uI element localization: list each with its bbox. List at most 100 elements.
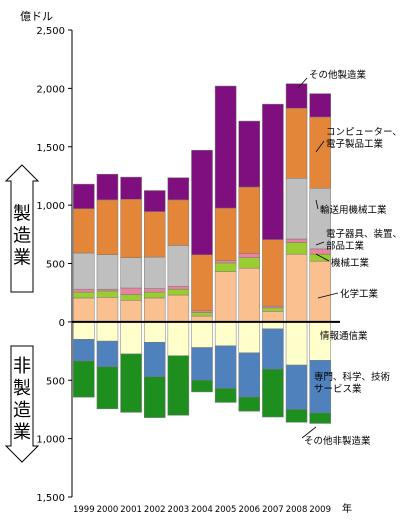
bar-segment — [262, 311, 284, 323]
bar-segment — [120, 176, 142, 200]
annotation-leader — [315, 253, 330, 262]
bar-segment — [120, 321, 142, 355]
bar-segment — [73, 339, 95, 362]
x-tick-label: 1999 — [73, 505, 95, 515]
bar-segment — [167, 286, 190, 290]
bar-segment — [143, 342, 166, 377]
x-tick-label: 2004 — [191, 505, 213, 515]
bar-segment — [167, 199, 190, 246]
x-tick-label: 2002 — [144, 505, 166, 515]
bar-segment — [262, 328, 284, 370]
x-tick-label: 2009 — [309, 505, 331, 515]
x-unit-label: 年 — [342, 502, 352, 515]
bar-segment — [214, 345, 237, 389]
bar-segment — [214, 321, 237, 347]
y-tick-label: 1,500 — [36, 143, 65, 154]
bar-segment — [262, 239, 284, 307]
bar-segment — [238, 257, 261, 269]
bar-segment — [191, 380, 213, 393]
bar-segment — [309, 412, 331, 424]
bar-segment — [285, 178, 308, 240]
bar-segment — [285, 409, 308, 423]
bar-segment — [238, 352, 261, 398]
bar-segment — [120, 287, 142, 295]
series-annotation: 輸送用機械工業 — [320, 204, 387, 216]
bar-segment — [262, 307, 284, 312]
bar-segment — [120, 294, 142, 301]
non-manufacturing-label-char: 業 — [13, 422, 31, 443]
bar-segment — [309, 93, 331, 118]
bar-segment — [143, 288, 166, 293]
annotation-leader — [301, 426, 317, 439]
bar-segment — [73, 208, 95, 254]
bar-segment — [73, 252, 95, 290]
bar-segment — [285, 242, 308, 255]
y-tick-label: 1,000 — [36, 435, 65, 446]
bar-segment — [96, 254, 119, 290]
non-manufacturing-label-char: 造 — [13, 400, 31, 421]
y-unit-label: 億ドル — [20, 10, 53, 23]
bar-segment — [73, 297, 95, 323]
bar-segment — [143, 297, 166, 323]
bar-segment — [96, 173, 119, 201]
bar-segment — [214, 271, 237, 323]
bar-segment — [238, 396, 261, 412]
bar-segment — [96, 288, 119, 292]
x-tick-label: 2005 — [215, 505, 237, 515]
series-annotation: 専門、科学、技術 — [314, 371, 391, 383]
series-annotation: サービス業 — [314, 383, 362, 395]
annotation-leader — [317, 292, 339, 299]
series-annotation: 部品工業 — [326, 240, 365, 252]
bar-segment — [214, 260, 237, 264]
series-annotation: その他製造業 — [309, 69, 367, 81]
manufacturing-label-char: 業 — [13, 248, 31, 269]
series-annotation: その他非製造業 — [304, 435, 371, 447]
series-annotation: 電子製品工業 — [326, 138, 384, 150]
bar-segment — [73, 288, 95, 293]
bar-segment — [143, 256, 166, 289]
bar-segment — [167, 355, 190, 416]
y-tick-label: 500 — [46, 376, 65, 387]
series-annotation: 情報通信業 — [320, 330, 368, 342]
bar-segment — [191, 150, 213, 255]
y-tick-label: 1,500 — [36, 493, 65, 504]
non-manufacturing-label-char: 非 — [13, 356, 31, 377]
bar-segment — [191, 347, 213, 381]
bar-segment — [143, 211, 166, 258]
x-tick-label: 2007 — [262, 505, 284, 515]
bar-segment — [191, 312, 213, 317]
manufacturing-arrow — [4, 164, 40, 293]
non-manufacturing-arrow — [4, 345, 40, 463]
bar-segment — [191, 310, 213, 313]
series-annotation: 化学工業 — [340, 288, 379, 300]
bar-segment — [309, 260, 331, 323]
bar-segment — [214, 262, 237, 272]
bar-segment — [143, 291, 166, 299]
y-tick-label: 1,000 — [36, 201, 65, 212]
bar-segment — [143, 376, 166, 418]
annotation-leader — [297, 77, 308, 89]
bar-segment — [285, 83, 308, 109]
bar-segment — [73, 360, 95, 398]
x-tick-label: 2003 — [168, 505, 190, 515]
bar-segment — [96, 321, 119, 342]
bar-segment — [238, 267, 261, 323]
series-annotation: 機械工業 — [331, 257, 370, 269]
bar-segment — [96, 340, 119, 368]
bar-segment — [120, 257, 142, 289]
bar-segment — [143, 321, 166, 343]
bar-segment — [285, 364, 308, 410]
bar-segment — [262, 103, 284, 240]
bar-segment — [143, 190, 166, 212]
bar-segment — [214, 388, 237, 403]
bar-segment — [120, 353, 142, 413]
non-manufacturing-label-char: 製 — [13, 378, 31, 399]
bar-segment — [167, 321, 190, 356]
bar-segment — [167, 288, 190, 296]
x-tick-label: 2000 — [97, 505, 119, 515]
annotation-leader — [315, 241, 325, 246]
y-tick-label: 2,000 — [36, 84, 65, 95]
bar-segment — [262, 368, 284, 418]
manufacturing-label-char: 造 — [13, 226, 31, 247]
